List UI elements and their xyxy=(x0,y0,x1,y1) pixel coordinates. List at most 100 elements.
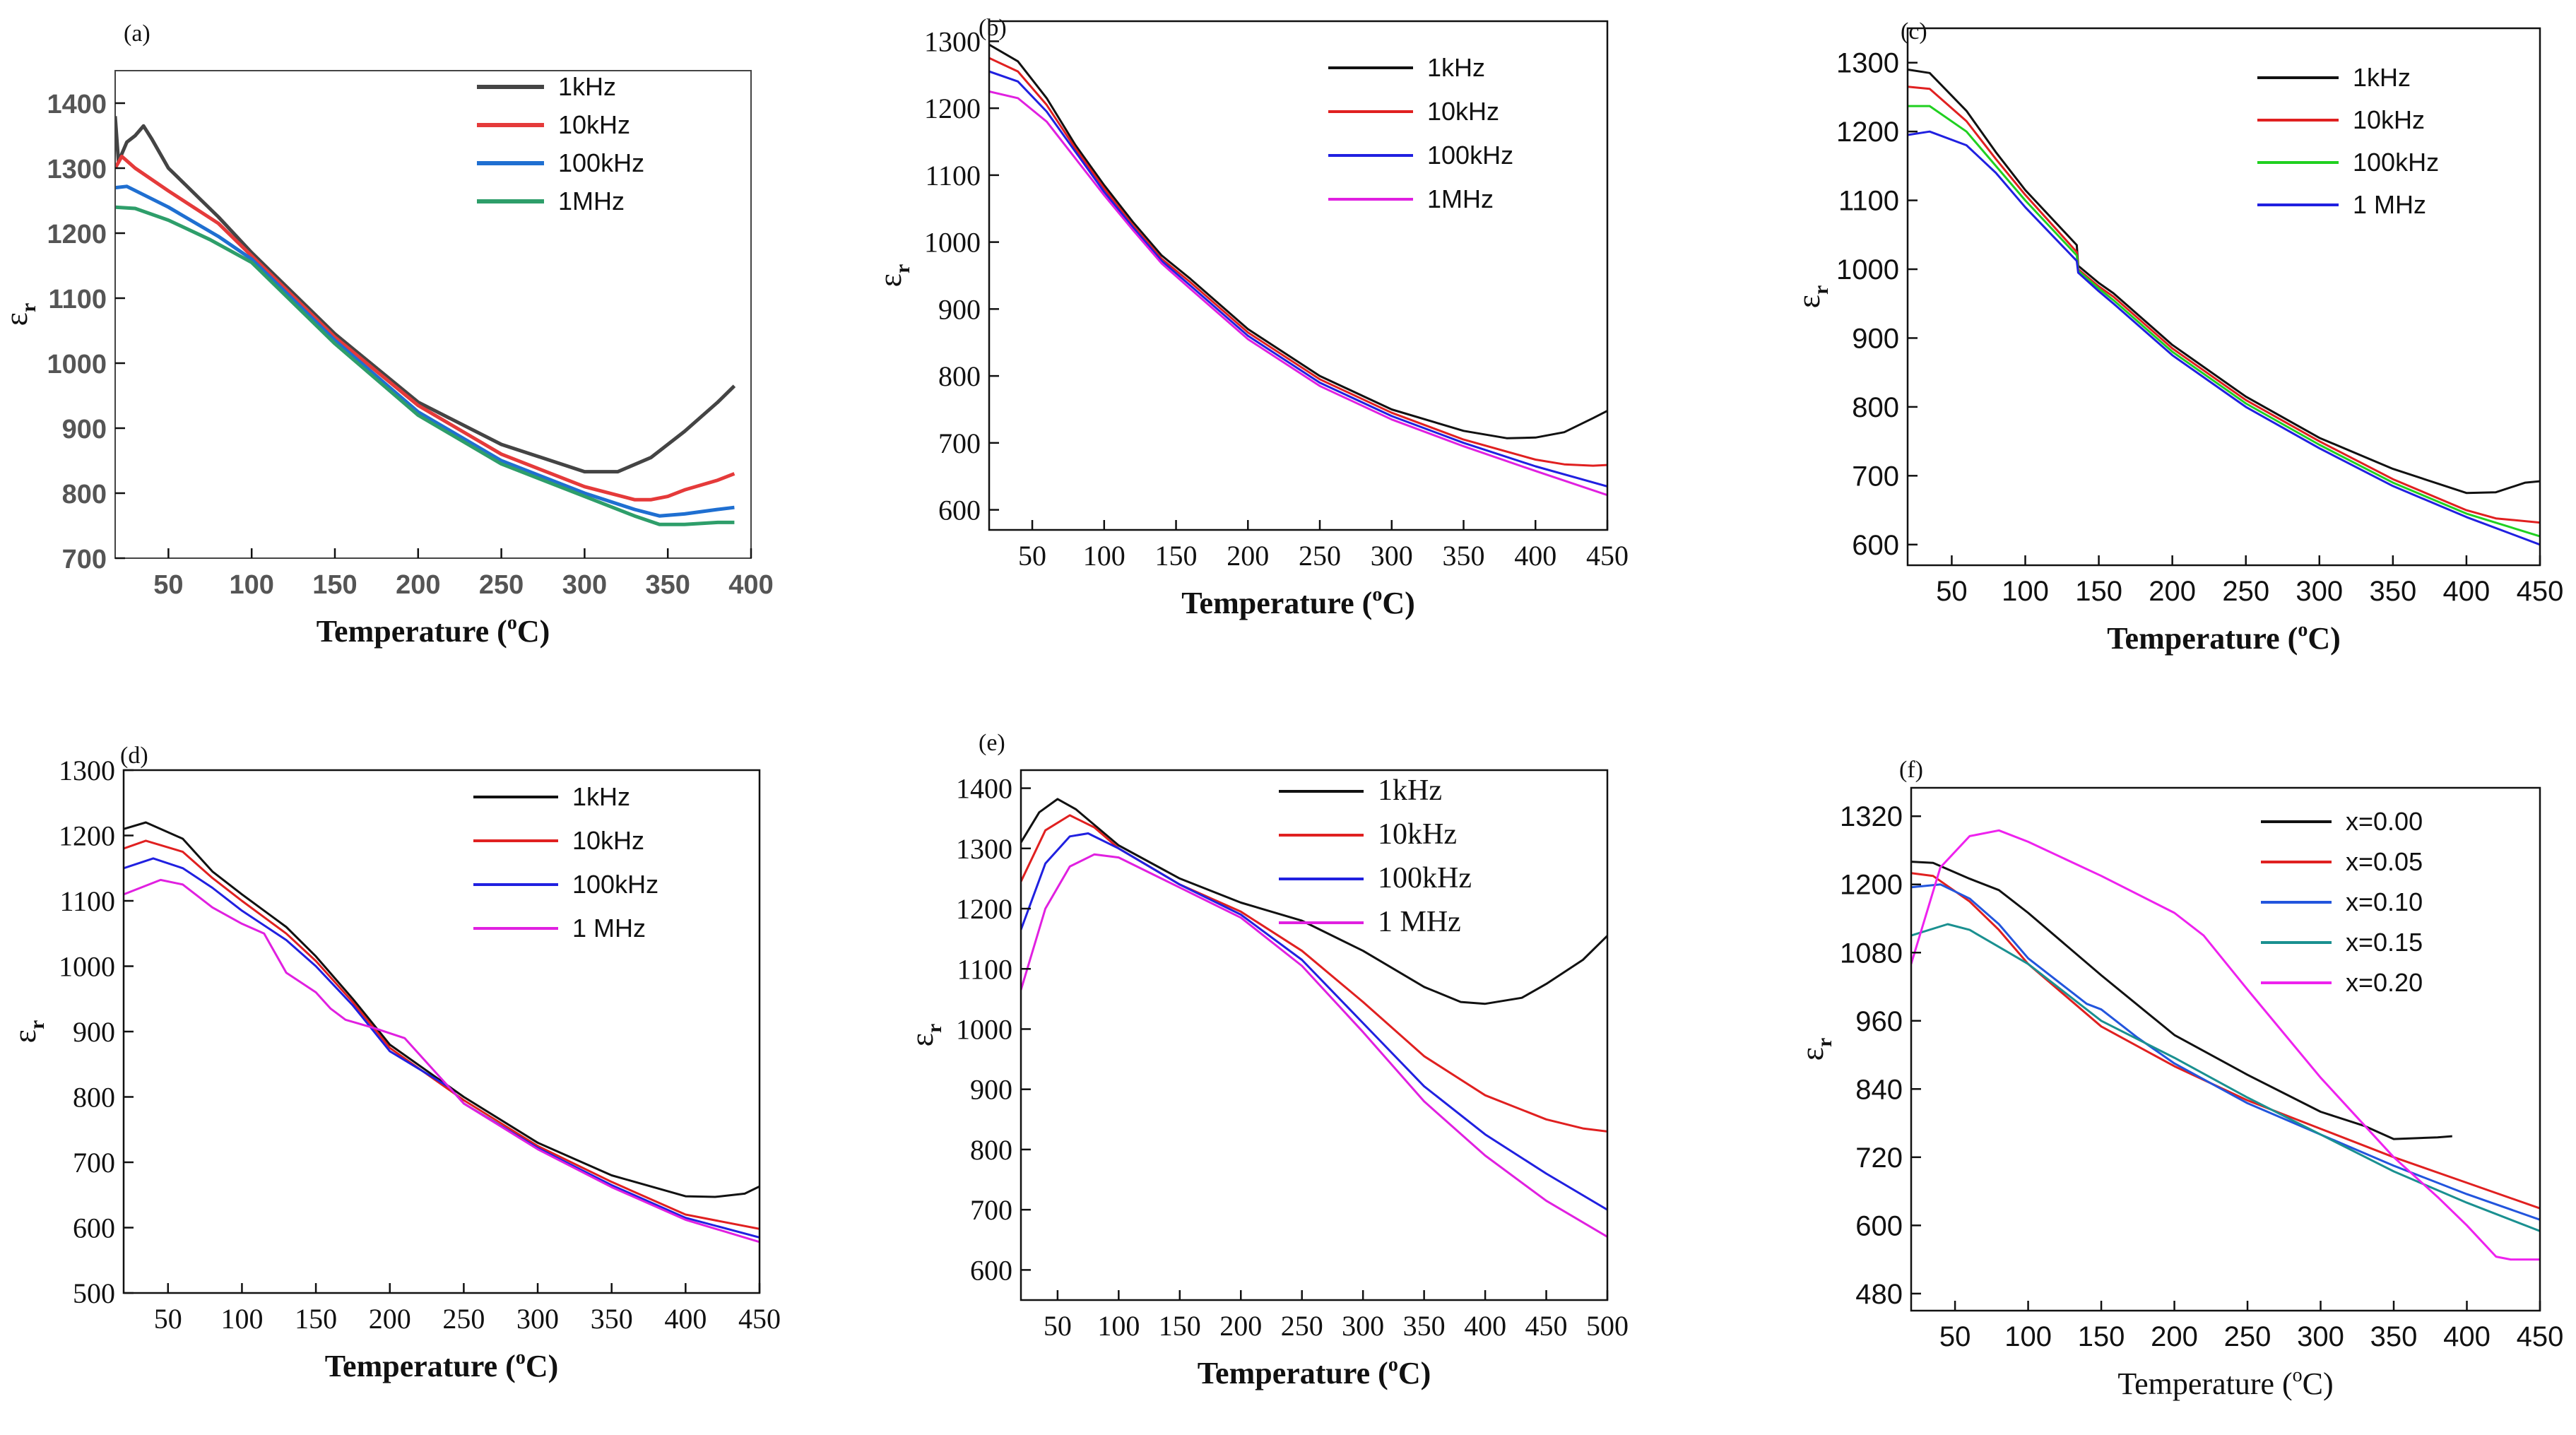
x-tick-label: 250 xyxy=(1299,540,1341,572)
x-tick-label: 200 xyxy=(2149,576,2196,607)
y-tick-label: 600 xyxy=(938,495,981,526)
y-tick-label: 1000 xyxy=(924,227,981,259)
x-tick-label: 200 xyxy=(1227,540,1269,572)
y-tick-label: 1100 xyxy=(1838,186,1899,217)
x-tick-label: 50 xyxy=(1018,540,1046,572)
x-tick-label: 50 xyxy=(153,570,183,600)
x-tick-label: 150 xyxy=(295,1303,337,1335)
y-tick-label: 1320 xyxy=(1840,801,1903,832)
panel-f: (f) 50 100 150 200 250 300 350 400 450 480 600 720 84… xyxy=(1794,757,2563,1401)
x-axis-title: Temperature (oC) xyxy=(1181,584,1415,620)
x-tick-label: 450 xyxy=(2517,576,2564,607)
legend-label: x=0.20 xyxy=(2346,968,2423,997)
x-tick-label: 300 xyxy=(1342,1310,1384,1342)
x-tick-label: 150 xyxy=(1155,540,1198,572)
legend-label: 1 MHz xyxy=(572,914,646,943)
y-tick-label: 1200 xyxy=(47,220,107,249)
x-tick-label: 250 xyxy=(2224,1321,2271,1352)
series-line-100kHz xyxy=(115,184,735,518)
x-tick-label: 400 xyxy=(2443,576,2491,607)
legend-label: 1kHz xyxy=(1378,774,1442,807)
x-tick-label: 450 xyxy=(1525,1310,1568,1342)
x-tick-label: 400 xyxy=(728,570,773,600)
y-tick-label: 1100 xyxy=(957,953,1012,985)
y-tick-label: 700 xyxy=(1852,461,1899,492)
x-tick-label: 200 xyxy=(396,570,440,600)
y-tick-label: 1300 xyxy=(47,155,107,184)
x-tick-label: 200 xyxy=(369,1303,411,1335)
x-tick-label: 300 xyxy=(562,570,607,600)
y-tick-label: 1400 xyxy=(47,90,107,119)
series-line-1MHz xyxy=(989,90,1607,497)
x-tick-label: 400 xyxy=(1464,1310,1506,1342)
x-tick-label: 300 xyxy=(1371,540,1413,572)
legend-label: 1 MHz xyxy=(2353,190,2426,219)
legend-label: 1kHz xyxy=(2353,63,2411,92)
x-axis-title: Temperature (oC) xyxy=(2117,1364,2333,1401)
y-tick-label: 600 xyxy=(970,1254,1012,1286)
panel-letter: (d) xyxy=(120,743,148,769)
y-axis-title: εr xyxy=(0,303,40,326)
series-line-1kHz xyxy=(124,821,760,1198)
plot-frame xyxy=(122,769,761,1294)
x-axis-title: Temperature (oC) xyxy=(317,612,550,649)
y-tick-label: 1200 xyxy=(1836,117,1899,148)
series-line-10kHz xyxy=(124,839,760,1230)
x-tick-label: 250 xyxy=(479,570,524,600)
panel-d: (d) 50 100 150 200 250 300 350 400 450 500 600 700 80… xyxy=(6,743,781,1383)
x-tick-label: 350 xyxy=(645,570,690,600)
series-line-10kHz xyxy=(989,57,1607,467)
y-tick-label: 1300 xyxy=(59,755,115,786)
panel-a: (a) 50 100 150 200 250 300 350 400 700 800 900 1000 1… xyxy=(0,20,774,649)
y-tick-label: 700 xyxy=(62,545,107,574)
series-line-100kHz xyxy=(124,857,760,1239)
y-tick-label: 1100 xyxy=(925,160,981,191)
x-axis-title: Temperature (oC) xyxy=(325,1347,559,1383)
y-tick-label: 600 xyxy=(73,1212,115,1244)
x-tick-label: 400 xyxy=(1514,540,1556,572)
y-tick-label: 800 xyxy=(62,480,107,509)
legend-label: 1kHz xyxy=(1427,53,1485,82)
series-line-10kHz xyxy=(115,154,735,502)
series-line-100kHz xyxy=(989,70,1607,488)
plot-frame xyxy=(988,20,1609,531)
y-tick-label: 1300 xyxy=(956,833,1012,865)
x-tick-label: 250 xyxy=(1281,1310,1323,1342)
series-line-1 MHz xyxy=(1908,130,2540,546)
y-tick-label: 900 xyxy=(73,1016,115,1048)
y-tick-label: 700 xyxy=(938,427,981,459)
x-tick-label: 400 xyxy=(2443,1321,2491,1352)
x-tick-label: 100 xyxy=(2002,576,2049,607)
y-axis-title: εr xyxy=(1794,1038,1836,1061)
y-tick-label: 1200 xyxy=(1840,870,1903,901)
x-tick-label: 500 xyxy=(1586,1310,1629,1342)
panel-b: (b) 50 100 150 200 250 300 350 400 450 600 700 800 90… xyxy=(872,15,1629,620)
y-tick-label: 1000 xyxy=(1836,254,1899,285)
x-tick-label: 100 xyxy=(229,570,273,600)
legend-label: 100kHz xyxy=(558,148,644,177)
y-tick-label: 900 xyxy=(938,293,981,325)
y-tick-label: 1200 xyxy=(956,893,1012,925)
x-tick-label: 350 xyxy=(2370,1321,2418,1352)
legend-label: 100kHz xyxy=(1378,862,1472,894)
x-tick-label: 250 xyxy=(2222,576,2269,607)
y-tick-label: 700 xyxy=(970,1194,1012,1226)
x-tick-label: 150 xyxy=(2075,576,2122,607)
y-tick-label: 1000 xyxy=(59,951,115,983)
y-tick-label: 600 xyxy=(1855,1210,1903,1241)
y-tick-label: 1300 xyxy=(924,25,981,57)
x-tick-label: 50 xyxy=(154,1303,182,1335)
panel-c: (c) 50 100 150 200 250 300 350 400 450 600 700 800 90… xyxy=(1790,18,2563,656)
y-tick-label: 1100 xyxy=(59,885,115,917)
x-tick-label: 200 xyxy=(1219,1310,1262,1342)
y-tick-label: 1100 xyxy=(49,285,107,314)
legend-label: 10kHz xyxy=(1378,818,1457,851)
x-tick-label: 200 xyxy=(2151,1321,2198,1352)
y-tick-label: 1400 xyxy=(956,773,1012,805)
series-line-1kHz xyxy=(1021,798,1607,1005)
panel-e: (e) 50 100 150 200 250 300 350 400 450 500 600 700 80… xyxy=(904,730,1629,1390)
series-line-x=0.20 xyxy=(1911,829,2540,1261)
x-tick-label: 350 xyxy=(2369,576,2416,607)
x-axis-title: Temperature (oC) xyxy=(1198,1354,1431,1390)
